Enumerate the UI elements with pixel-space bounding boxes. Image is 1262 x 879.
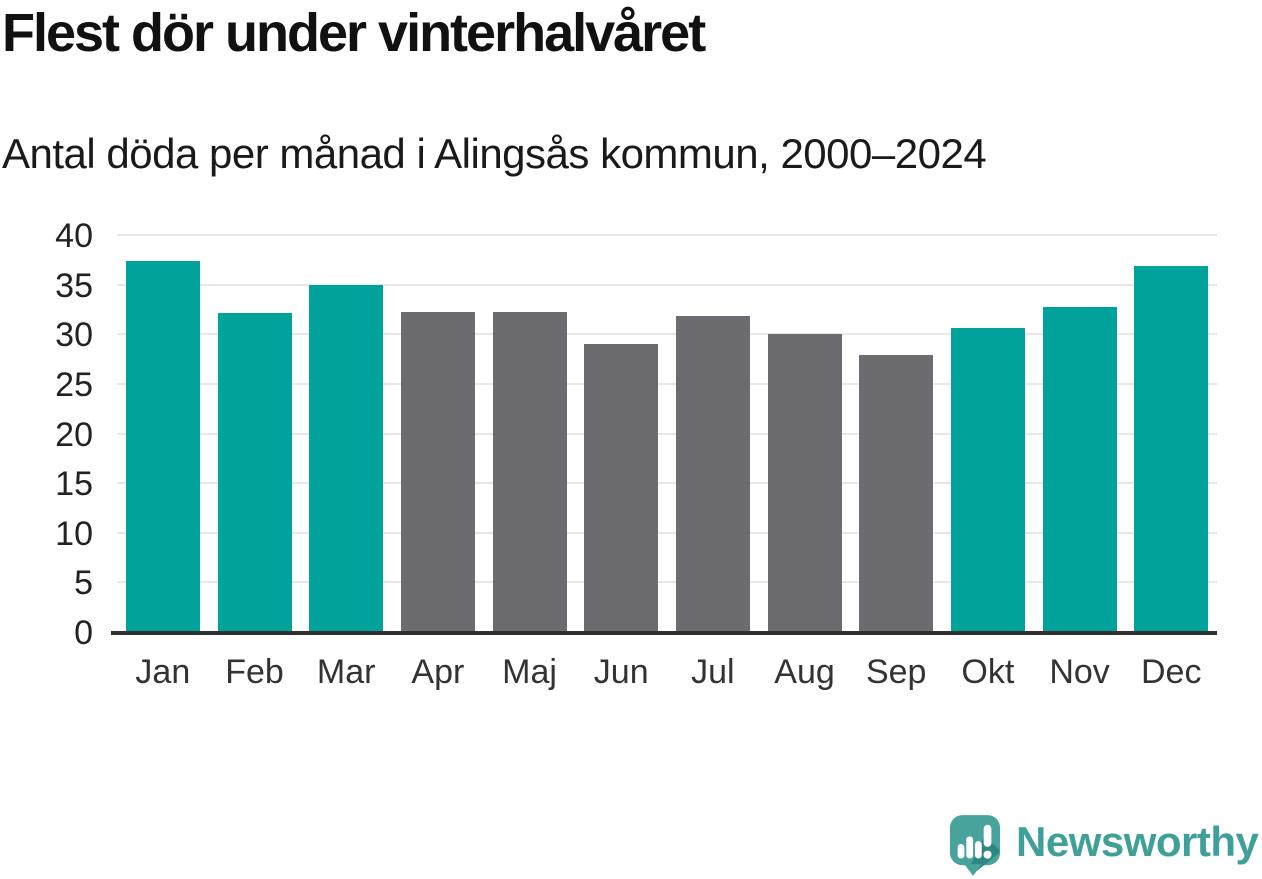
x-axis-line [111,631,1217,635]
bar-apr [400,312,475,633]
bar-slot-jun [575,236,667,633]
x-label-aug: Aug [774,653,835,691]
gridline-5 [117,581,1217,584]
bar-aug [767,334,842,633]
x-label-jul: Jul [691,653,735,691]
bar-slot-nov [1034,236,1126,633]
gridline-10 [117,531,1217,534]
x-label-mar: Mar [316,653,376,691]
y-tick-label-0: 0 [74,614,93,652]
bar-chart-plot-area: Jan Feb Mar Apr Maj Jun Jul Aug Sep Okt Nov Dec 0 5 1… [55,219,1217,691]
gridline-40 [117,234,1217,236]
bar-slot-maj [484,236,576,633]
y-tick-label-40: 40 [55,217,93,255]
x-label-maj: Maj [502,653,557,691]
bar-series [117,236,1217,633]
bar-okt [950,328,1025,633]
y-tick-label-20: 20 [55,415,93,454]
bar-nov [1042,307,1117,633]
x-label-jan: Jan [135,653,191,691]
newsworthy-logo-icon [949,815,1001,876]
gridline-35 [117,283,1217,286]
y-tick-label-30: 30 [55,316,93,355]
bar-slot-sep [850,236,942,633]
brand-footer: Newsworthy [948,814,1259,876]
bar-jul [675,316,750,633]
y-tick-label-25: 25 [55,365,93,404]
bar-slot-mar [300,236,392,633]
x-label-jun: Jun [593,653,649,691]
brand-name: Newsworthy [1016,818,1259,865]
bar-sep [859,355,934,633]
bar-jan [125,260,200,633]
gridline-15 [117,482,1217,485]
bar-maj [492,312,567,633]
gridline-30 [117,333,1217,336]
x-label-okt: Okt [961,653,1015,691]
y-tick-label-10: 10 [55,514,93,553]
chart-subtitle: Antal döda per månad i Alingsås kommun, … [2,130,987,177]
y-tick-label-35: 35 [55,266,93,305]
x-label-apr: Apr [411,653,465,691]
x-label-feb: Feb [225,653,284,691]
x-label-nov: Nov [1049,653,1110,691]
x-label-sep: Sep [865,653,927,691]
bar-slot-dec [1125,236,1217,633]
chart-title: Flest dör under vinterhalvåret [2,3,706,63]
bar-slot-jan [117,236,209,633]
bar-slot-jul [667,236,759,633]
bar-feb [217,313,292,633]
y-tick-label-5: 5 [74,564,93,603]
y-tick-label-15: 15 [55,465,93,504]
bar-slot-okt [942,236,1034,633]
bar-dec [1134,265,1209,633]
x-label-dec: Dec [1140,653,1202,691]
bar-jun [584,344,659,633]
bar-slot-feb [209,236,301,633]
bar-mar [309,284,384,633]
gridline-20 [117,432,1217,435]
x-axis-labels: Jan Feb Mar Apr Maj Jun Jul Aug Sep Okt Nov Dec [117,653,1217,692]
gridline-25 [117,382,1217,385]
bar-slot-aug [759,236,851,633]
bar-slot-apr [392,236,484,633]
